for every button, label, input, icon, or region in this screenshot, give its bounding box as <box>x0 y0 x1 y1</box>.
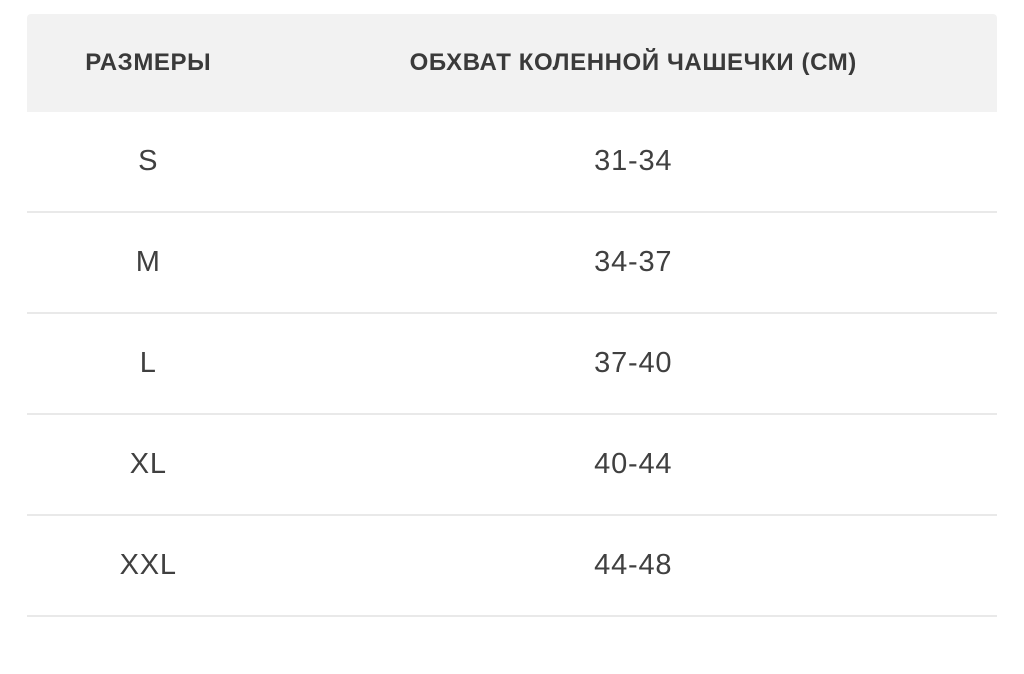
size-cell: XXL <box>119 549 177 581</box>
value-cell: 40-44 <box>594 448 673 480</box>
table-row: M 34-37 <box>27 213 997 314</box>
header-cell-sizes: РАЗМЕРЫ <box>85 49 212 76</box>
header-cell-circumference: ОБХВАТ КОЛЕННОЙ ЧАШЕЧКИ (СМ) <box>409 49 857 76</box>
value-cell: 37-40 <box>594 347 673 379</box>
table-row: XL 40-44 <box>27 415 997 516</box>
value-cell: 34-37 <box>594 246 673 278</box>
table-header-row: РАЗМЕРЫ ОБХВАТ КОЛЕННОЙ ЧАШЕЧКИ (СМ) <box>27 14 997 112</box>
value-cell: 31-34 <box>594 145 673 177</box>
table-row: S 31-34 <box>27 112 997 213</box>
size-cell: XL <box>129 448 167 480</box>
value-cell: 44-48 <box>594 549 673 581</box>
size-table: РАЗМЕРЫ ОБХВАТ КОЛЕННОЙ ЧАШЕЧКИ (СМ) S 3… <box>27 14 997 617</box>
size-cell: L <box>139 347 157 379</box>
table-row: L 37-40 <box>27 314 997 415</box>
size-cell: S <box>138 145 159 177</box>
table-row: XXL 44-48 <box>27 516 997 617</box>
size-cell: M <box>135 246 161 278</box>
